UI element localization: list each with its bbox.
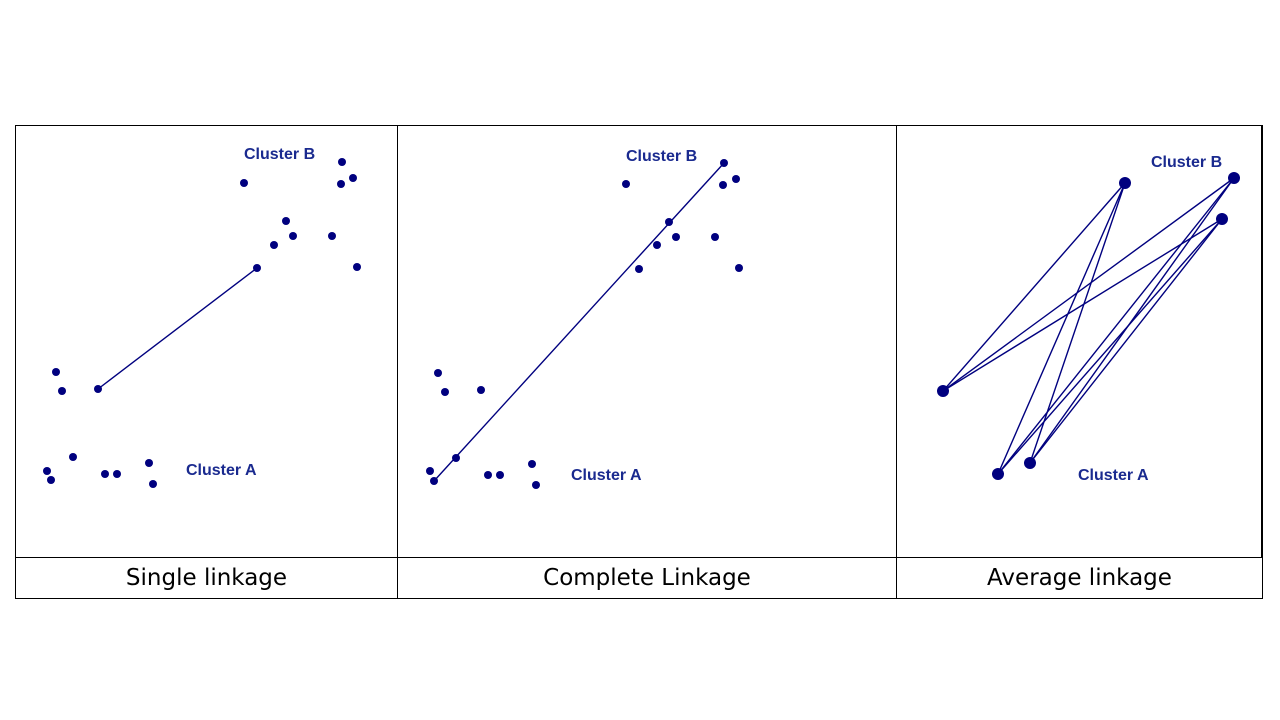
cluster-b-point (338, 158, 346, 166)
caption-average-linkage: Average linkage (987, 565, 1172, 591)
linkage-line (1029, 182, 1126, 464)
cluster-b-label: Cluster B (244, 146, 315, 163)
cluster-b-label: Cluster B (626, 148, 697, 165)
cluster-a-point (430, 477, 438, 485)
linkage-line (942, 177, 1235, 392)
cluster-a-point (43, 467, 51, 475)
cluster-a-point (47, 476, 55, 484)
cluster-b-point (289, 232, 297, 240)
cluster-a-point (1024, 457, 1036, 469)
linkage-line (433, 162, 725, 482)
cluster-a-point (69, 453, 77, 461)
cluster-b-point (719, 181, 727, 189)
average-linkage-plot: Cluster A Cluster B (937, 154, 1240, 484)
linkage-line (997, 177, 1235, 475)
single-linkage-plot: Cluster A Cluster B (43, 146, 361, 488)
cluster-a-point (113, 470, 121, 478)
cluster-b-point (328, 232, 336, 240)
cluster-a-label: Cluster A (186, 462, 257, 479)
cluster-b-point (720, 159, 728, 167)
cluster-a-label: Cluster A (1078, 467, 1149, 484)
cluster-b-label: Cluster B (1151, 154, 1222, 171)
linkage-line (97, 267, 258, 390)
cluster-a-label: Cluster A (571, 467, 642, 484)
cluster-a-point (477, 386, 485, 394)
linkage-line (997, 218, 1223, 475)
cluster-a-point (528, 460, 536, 468)
cluster-b-point (665, 218, 673, 226)
cluster-b-point (349, 174, 357, 182)
cluster-b-point (622, 180, 630, 188)
cluster-a-point (496, 471, 504, 479)
cluster-b-point (672, 233, 680, 241)
cluster-b-point (732, 175, 740, 183)
cluster-a-point (434, 369, 442, 377)
cluster-b-point (270, 241, 278, 249)
cluster-b-point (711, 233, 719, 241)
cluster-b-point (1216, 213, 1228, 225)
linkage-line (1029, 218, 1223, 464)
cluster-b-point (735, 264, 743, 272)
cluster-b-point (1119, 177, 1131, 189)
cluster-a-point (452, 454, 460, 462)
cluster-b-point (240, 179, 248, 187)
linkage-line (942, 182, 1126, 392)
cluster-a-point (426, 467, 434, 475)
cluster-a-point (441, 388, 449, 396)
cluster-b-point (253, 264, 261, 272)
cluster-b-point (635, 265, 643, 273)
caption-complete-linkage: Complete Linkage (398, 558, 897, 598)
cluster-a-point (149, 480, 157, 488)
panel-complete-linkage: Cluster A Cluster B (398, 126, 897, 557)
cluster-b-point (1228, 172, 1240, 184)
cluster-a-point (145, 459, 153, 467)
cluster-b-point (653, 241, 661, 249)
caption-single-linkage: Single linkage (16, 558, 398, 598)
cluster-b-point (353, 263, 361, 271)
panel-average-linkage: Cluster A Cluster B (897, 126, 1262, 557)
cluster-a-point (532, 481, 540, 489)
linkage-comparison-figure: Cluster A Cluster B Cluster A Cluster B Cl… (15, 125, 1263, 599)
panel-single-linkage: Cluster A Cluster B (16, 126, 398, 557)
cluster-b-point (282, 217, 290, 225)
cluster-a-point (937, 385, 949, 397)
cluster-a-point (58, 387, 66, 395)
cluster-a-point (52, 368, 60, 376)
cluster-b-point (337, 180, 345, 188)
caption-row: Single linkage Complete Linkage Average … (16, 557, 1262, 598)
linkage-line (942, 218, 1223, 392)
cluster-a-point (992, 468, 1004, 480)
linkage-line (1029, 177, 1235, 464)
cluster-a-point (94, 385, 102, 393)
complete-linkage-plot: Cluster A Cluster B (426, 148, 743, 489)
linkage-line (997, 182, 1126, 475)
cluster-a-point (484, 471, 492, 479)
cluster-a-point (101, 470, 109, 478)
